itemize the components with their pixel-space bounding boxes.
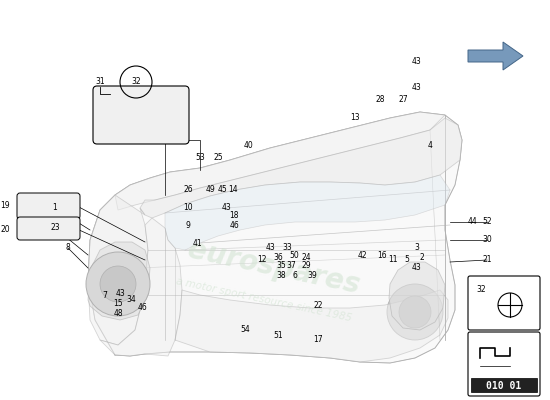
Text: 53: 53 (195, 154, 205, 162)
Text: 10: 10 (183, 204, 193, 212)
FancyBboxPatch shape (17, 217, 80, 240)
Text: 28: 28 (375, 96, 385, 104)
Text: 43: 43 (411, 58, 421, 66)
Text: 43: 43 (115, 288, 125, 298)
Text: 37: 37 (286, 262, 296, 270)
Text: 51: 51 (273, 332, 283, 340)
Text: 29: 29 (301, 262, 311, 270)
Polygon shape (88, 242, 150, 320)
Text: 31: 31 (95, 78, 105, 86)
Text: 19: 19 (1, 202, 10, 210)
Circle shape (86, 252, 150, 316)
Text: 48: 48 (113, 310, 123, 318)
Text: 43: 43 (411, 84, 421, 92)
Circle shape (387, 284, 443, 340)
Text: 21: 21 (482, 256, 492, 264)
Circle shape (399, 296, 431, 328)
Text: 42: 42 (357, 250, 367, 260)
Text: 35: 35 (276, 262, 286, 270)
Circle shape (100, 266, 136, 302)
Text: 4: 4 (427, 140, 432, 150)
Text: 30: 30 (482, 236, 492, 244)
Polygon shape (115, 112, 445, 210)
Text: 23: 23 (50, 224, 60, 232)
Text: 34: 34 (126, 294, 136, 304)
Text: 1: 1 (53, 204, 57, 212)
Polygon shape (88, 195, 148, 345)
Text: 22: 22 (314, 300, 323, 310)
Text: eurospares: eurospares (185, 236, 362, 300)
FancyBboxPatch shape (471, 378, 537, 392)
Text: a motor sport resource since 1985: a motor sport resource since 1985 (175, 276, 353, 324)
Text: 49: 49 (205, 184, 215, 194)
Text: 9: 9 (185, 220, 190, 230)
Text: 2: 2 (420, 252, 425, 262)
Text: 43: 43 (412, 264, 422, 272)
Text: 010 01: 010 01 (486, 381, 521, 391)
Text: 43: 43 (221, 202, 231, 212)
Text: 11: 11 (388, 256, 398, 264)
Text: 46: 46 (229, 220, 239, 230)
Text: 52: 52 (482, 218, 492, 226)
Text: 20: 20 (1, 224, 10, 234)
Text: 32: 32 (476, 285, 486, 294)
Text: 25: 25 (213, 154, 223, 162)
Text: 50: 50 (289, 250, 299, 260)
Text: 45: 45 (217, 184, 227, 194)
Text: 5: 5 (405, 256, 409, 264)
Polygon shape (175, 290, 448, 362)
Text: 36: 36 (273, 252, 283, 262)
Text: 12: 12 (257, 256, 267, 264)
Polygon shape (100, 218, 182, 356)
Text: 18: 18 (229, 212, 239, 220)
Text: 32: 32 (131, 78, 141, 86)
Polygon shape (88, 112, 462, 363)
Text: 41: 41 (192, 238, 202, 248)
Polygon shape (140, 118, 462, 218)
Polygon shape (468, 42, 523, 70)
Text: 14: 14 (228, 184, 238, 194)
Text: 54: 54 (240, 326, 250, 334)
Text: 43: 43 (265, 244, 275, 252)
FancyBboxPatch shape (93, 86, 189, 144)
Text: 39: 39 (307, 272, 317, 280)
Text: 46: 46 (137, 302, 147, 312)
Text: 24: 24 (301, 252, 311, 262)
FancyBboxPatch shape (17, 193, 80, 219)
Text: 17: 17 (313, 336, 323, 344)
Text: 7: 7 (102, 290, 107, 300)
FancyBboxPatch shape (468, 276, 540, 330)
Text: 8: 8 (65, 244, 70, 252)
Text: 40: 40 (243, 140, 253, 150)
Polygon shape (389, 262, 445, 330)
Text: 15: 15 (113, 300, 123, 308)
Text: 38: 38 (276, 272, 286, 280)
Polygon shape (165, 175, 450, 250)
Text: 3: 3 (415, 244, 420, 252)
Text: 44: 44 (467, 218, 477, 226)
FancyBboxPatch shape (468, 332, 540, 396)
Text: 27: 27 (398, 96, 408, 104)
Text: 16: 16 (377, 250, 387, 260)
Text: 26: 26 (183, 184, 193, 194)
Text: 6: 6 (293, 272, 298, 280)
Text: 33: 33 (282, 244, 292, 252)
Text: 13: 13 (350, 114, 360, 122)
